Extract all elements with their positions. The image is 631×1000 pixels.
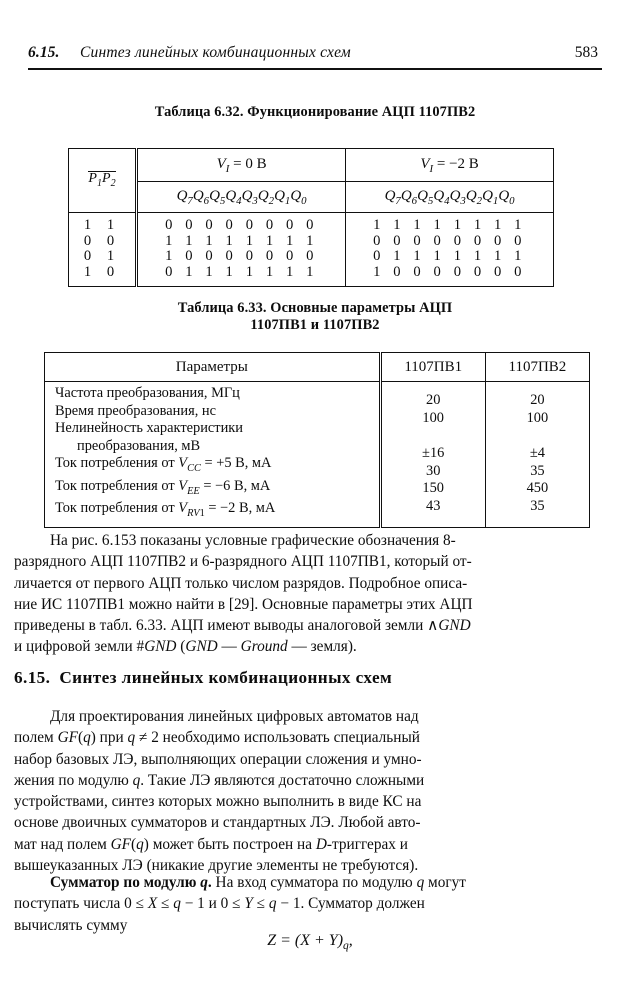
- value: ±16: [422, 445, 445, 462]
- table-633-caption: Таблица 6.33. Основные параметры АЦП 110…: [40, 300, 590, 334]
- cell-parameter-names: Частота преобразования, МГц Время преобр…: [44, 381, 381, 528]
- parameter-name: Время преобразования, нс: [55, 402, 216, 419]
- text-line: жения по модулю q. Такие ЛЭ являются дос…: [14, 771, 425, 789]
- parameter-name: Нелинейность характеристики: [55, 420, 243, 437]
- text-line: и цифровой земли #GND (GND — Ground — зе…: [14, 638, 357, 656]
- bit-row: 0 1 1 1 1 1 1 1: [165, 263, 319, 280]
- value: 450: [526, 480, 549, 497]
- table-633-caption-line2: 1107ПВ1 и 1107ПВ2: [250, 317, 380, 333]
- table-row: Частота преобразования, МГц Время преобр…: [44, 381, 591, 528]
- value: 20: [426, 392, 441, 409]
- bit-row: 1 0 0 0 0 0 0 0: [165, 248, 319, 264]
- bit-row: 0 0 0 0 0 0 0 0: [165, 217, 319, 233]
- parameter-name: Ток потребления от VCC = +5 В, мА: [55, 455, 272, 475]
- table-633: Параметры 1107ПВ1 1107ПВ2 Частота преобр…: [44, 352, 591, 528]
- bit-row: 1 1 1 1 1 1 1 1: [373, 217, 527, 233]
- cell-values-1107pv1: 20 100 ±16 30 150 43: [378, 381, 486, 528]
- paragraph-lead-in: Сумматор по модулю q.: [50, 874, 212, 891]
- text-line: набор базовых ЛЭ, выполняющих операции с…: [14, 750, 422, 768]
- cell-bit-header-left: Q7Q6Q5Q4Q3Q2Q1Q0: [134, 181, 347, 213]
- table-632-caption: Таблица 6.32. Функционирование АЦП 1107П…: [154, 104, 476, 120]
- cell-group-header-right: VI = −2 В: [345, 148, 554, 182]
- parameter-name: преобразования, мВ: [77, 437, 201, 454]
- value: 35: [530, 497, 545, 514]
- section-heading-number: 6.15.: [14, 668, 51, 687]
- value: 100: [526, 409, 549, 426]
- text-line: устройствами, синтез которых можно выпол…: [14, 793, 422, 811]
- cell-bit-header-right: Q7Q6Q5Q4Q3Q2Q1Q0: [345, 181, 554, 213]
- text-line: Сумматор по модулю q. На вход сумматора …: [50, 874, 466, 891]
- paragraph-linear-automata: Для проектирования линейных цифровых авт…: [14, 706, 606, 876]
- cell-left-bit-block: 0 0 0 0 0 0 0 0 1 1 1 1 1 1 1 1 1 0 0 0 …: [134, 212, 347, 287]
- formula-z-equals: Z = (X + Y)q,: [267, 932, 353, 953]
- text-line: На рис. 6.153 показаны условные графичес…: [50, 532, 456, 549]
- parameter-name: Частота преобразования, МГц: [55, 385, 240, 401]
- value-spacer: [382, 428, 485, 446]
- text-line: личается от первого АЦП только числом ра…: [14, 574, 468, 592]
- p-value: 1 1: [83, 217, 121, 233]
- cell-right-bit-block: 1 1 1 1 1 1 1 1 0 0 0 0 0 0 0 0 0 1 1 1 …: [345, 212, 554, 287]
- text-line: полем GF(q) при q ≠ 2 необходимо использ…: [14, 729, 420, 747]
- cell-row-header-label: P1P2: [68, 148, 137, 213]
- table-row: Q7Q6Q5Q4Q3Q2Q1Q0 Q7Q6Q5Q4Q3Q2Q1Q0: [69, 181, 554, 213]
- table-633-caption-line1: Таблица 6.33. Основные параметры АЦП: [177, 300, 453, 316]
- value: 150: [422, 480, 444, 497]
- table-row: Параметры 1107ПВ1 1107ПВ2: [44, 352, 591, 382]
- value-spacer: [486, 428, 589, 446]
- cell-group-header-left: VI = 0 В: [134, 148, 347, 182]
- cell-header-1107pv1: 1107ПВ1: [378, 352, 486, 382]
- value: ±4: [529, 445, 545, 462]
- bit-row: 1 0 0 0 0 0 0 0: [373, 263, 527, 280]
- parameter-name: Ток потребления от VRV1 = −2 В, мА: [55, 500, 276, 520]
- p-value: 0 0: [83, 232, 121, 249]
- text-line: вышеуказанных ЛЭ (никакие другие элемент…: [14, 857, 419, 875]
- text-line: вычислять сумму: [14, 916, 128, 934]
- section-heading: 6.15. Синтез линейных комбинационных схем: [14, 668, 606, 688]
- text-line: основе двоичных сумматоров и стандартных…: [14, 814, 421, 832]
- bit-row: 0 0 0 0 0 0 0 0: [373, 232, 527, 249]
- running-head-title: Синтез линейных комбинационных схем: [80, 44, 351, 61]
- text-line: разрядного АЦП 1107ПВ2 и 6-разрядного АЦ…: [14, 553, 472, 571]
- running-head-section-number: 6.15.: [28, 44, 60, 61]
- page-number: 583: [574, 44, 598, 61]
- section-heading-title: Синтез линейных комбинационных схем: [59, 668, 393, 687]
- text-line: Для проектирования линейных цифровых авт…: [50, 708, 419, 725]
- p-value: 1 0: [83, 263, 121, 280]
- bit-row: 0 1 1 1 1 1 1 1: [373, 248, 527, 264]
- value: 30: [426, 462, 441, 479]
- value: 100: [422, 409, 444, 426]
- p-value: 0 1: [83, 248, 121, 264]
- cell-header-1107pv2: 1107ПВ2: [484, 352, 591, 382]
- table-row: P1P2 VI = 0 В VI = −2 В: [68, 148, 554, 213]
- text-line: мат над полем GF(q) может быть построен …: [14, 835, 408, 853]
- bit-row: 1 1 1 1 1 1 1 1: [165, 232, 319, 249]
- value: 35: [530, 462, 545, 479]
- cell-header-params: Параметры: [44, 352, 381, 382]
- value: 20: [530, 392, 545, 409]
- cell-p-values: 1 1 0 0 0 1 1 0: [68, 212, 137, 287]
- text-line: поступать числа 0 ≤ X ≤ q − 1 и 0 ≤ Y ≤ …: [14, 895, 425, 913]
- table-row: 1 1 0 0 0 1 1 0 0 0 0 0 0 0 0 0 1 1 1 1 …: [68, 212, 554, 287]
- running-head-rule: [28, 68, 602, 70]
- paragraph-modulo-adder: Сумматор по модулю q. На вход сумматора …: [14, 872, 606, 936]
- value: 43: [426, 497, 441, 514]
- text-line: приведены в табл. 6.33. АЦП имеют выводы…: [14, 617, 471, 635]
- text-line: ние ИС 1107ПВ1 можно найти в [29]. Основ…: [14, 595, 473, 613]
- table-632: P1P2 VI = 0 В VI = −2 В Q7Q6Q5Q4Q3Q2Q1Q0…: [68, 148, 554, 287]
- running-head: 6.15. Синтез линейных комбинационных схе…: [28, 44, 602, 72]
- cell-values-1107pv2: 20 100 ±4 35 450 35: [484, 381, 591, 528]
- parameter-name: Ток потребления от VEE = −6 В, мА: [55, 477, 271, 497]
- paragraph-adc-description: На рис. 6.153 показаны условные графичес…: [14, 530, 606, 658]
